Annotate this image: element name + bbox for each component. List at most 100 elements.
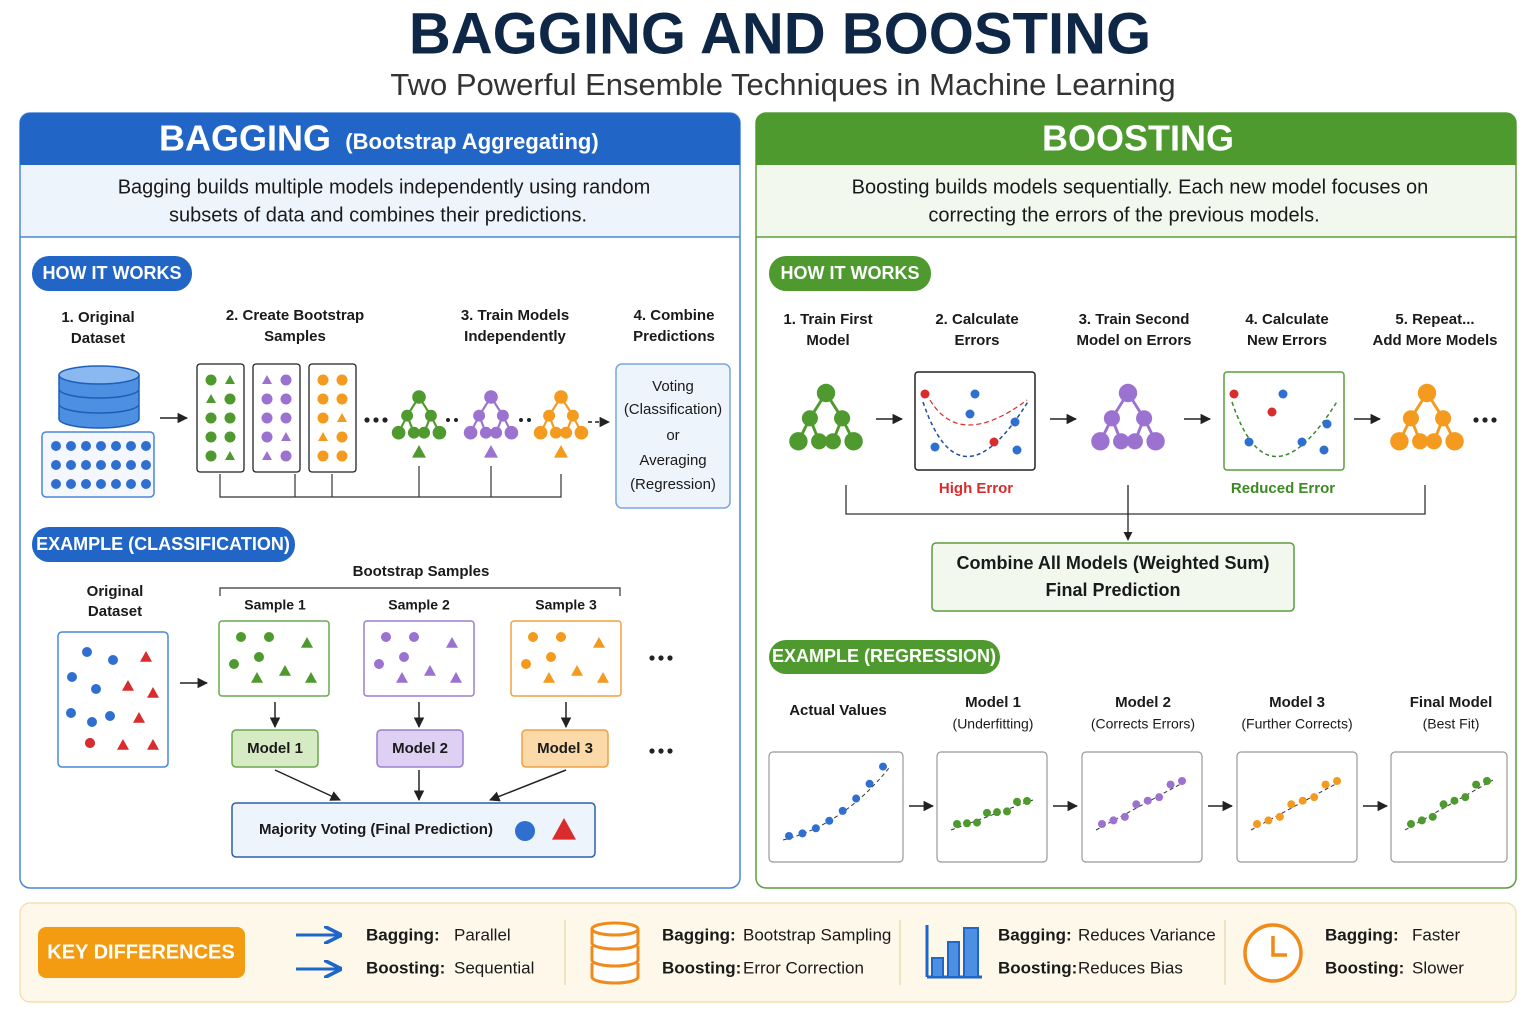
- sample-dot: [261, 431, 273, 443]
- sample-dot: [224, 431, 236, 443]
- sample-dot: [205, 450, 217, 462]
- tree-output: [484, 445, 498, 458]
- difference-key: Boosting:: [1325, 958, 1404, 977]
- error-point: [1244, 437, 1254, 447]
- title: BAGGING AND BOOSTING: [409, 1, 1151, 66]
- sample-dot: [280, 412, 292, 424]
- class-dot: [87, 717, 97, 727]
- sample-dot: [236, 632, 246, 642]
- example-point: [1013, 797, 1021, 806]
- step-label: Samples: [264, 328, 326, 345]
- sample-dot: [546, 652, 556, 662]
- original-label: Dataset: [88, 603, 142, 620]
- class-tri: [147, 739, 159, 750]
- sample-dot: [229, 659, 239, 669]
- step-label: Add More Models: [1372, 332, 1497, 349]
- example-point: [973, 818, 981, 827]
- tree-node: [801, 410, 818, 427]
- bracket: [219, 587, 621, 596]
- tree-node: [1417, 383, 1437, 403]
- step-label: Dataset: [71, 330, 125, 347]
- step-label: 5. Repeat...: [1395, 311, 1474, 328]
- original-label: Original: [87, 583, 144, 600]
- error-point: [970, 389, 980, 399]
- sample-dot: [374, 659, 384, 669]
- final-tri: [552, 818, 576, 840]
- boosting-title: BOOSTING: [1042, 118, 1234, 159]
- example-note: (Underfitting): [953, 716, 1034, 732]
- sample-column: [308, 363, 357, 473]
- sample-tri: [424, 665, 436, 676]
- tree-node: [479, 426, 492, 439]
- class-dot: [66, 708, 76, 718]
- pill-label: EXAMPLE (CLASSIFICATION): [36, 534, 290, 554]
- sample-tri: [597, 672, 609, 683]
- tree-node: [1118, 383, 1138, 403]
- description: correcting the errors of the previous mo…: [928, 204, 1319, 226]
- difference-value: Bootstrap Sampling: [743, 925, 891, 944]
- ellipsis-dot: [649, 655, 655, 661]
- sample-column: [252, 363, 301, 473]
- sample-dot: [521, 659, 531, 669]
- example-point: [1483, 777, 1491, 785]
- tree-node: [407, 426, 420, 439]
- example-point: [1155, 793, 1164, 802]
- arrow: [274, 769, 341, 801]
- step-label: 2. Calculate: [935, 311, 1018, 328]
- sample-mark: [262, 451, 272, 460]
- dataset-dot: [126, 479, 136, 489]
- example-point: [1321, 780, 1330, 789]
- error-point: [1010, 417, 1020, 427]
- example-point: [1298, 796, 1307, 805]
- error-plot: [914, 371, 1036, 471]
- sample-dot: [317, 450, 329, 462]
- sample-dot: [261, 412, 273, 424]
- ellipsis-dot: [446, 418, 450, 422]
- sample-tri: [450, 672, 462, 683]
- example-point: [1264, 816, 1273, 825]
- sample-dot: [409, 632, 419, 642]
- sample-tri: [571, 665, 583, 676]
- dataset-dot: [111, 441, 121, 451]
- difference-key: Boosting:: [998, 958, 1077, 977]
- example-note: (Best Fit): [1423, 716, 1480, 732]
- sample-dot: [280, 393, 292, 405]
- class-tri: [140, 651, 152, 662]
- bagging-header: [20, 113, 740, 165]
- sample-box: [510, 620, 622, 697]
- dataset-dot: [81, 441, 91, 451]
- dataset-dot: [141, 441, 151, 451]
- sample-dot: [280, 450, 292, 462]
- sample-tri: [279, 665, 291, 676]
- sample-dot: [317, 393, 329, 405]
- sample-dot: [556, 632, 566, 642]
- ellipsis-dot: [364, 417, 370, 423]
- combine-text: Voting: [652, 378, 694, 395]
- dataset-dot: [81, 479, 91, 489]
- tree-node: [574, 425, 589, 440]
- bagging-title-note: (Bootstrap Aggregating): [345, 129, 598, 154]
- step-label: Predictions: [633, 328, 715, 345]
- tree-node: [844, 432, 863, 451]
- original-box: [57, 631, 169, 768]
- tree-node: [533, 425, 548, 440]
- example-point: [1098, 820, 1106, 828]
- class-tri: [147, 687, 159, 698]
- step-label: Errors: [954, 332, 999, 349]
- ellipsis-dot: [667, 655, 673, 661]
- ellipsis-dot: [527, 418, 531, 422]
- tree-node: [1412, 433, 1429, 450]
- key-differences-bar: [19, 902, 1517, 1003]
- boosting-header: [756, 113, 1516, 165]
- sample-dot: [254, 652, 264, 662]
- tree-node: [1390, 432, 1409, 451]
- example-point: [1253, 820, 1261, 828]
- model-box: [231, 729, 319, 768]
- sample-tri: [396, 672, 408, 683]
- tree-node: [811, 433, 828, 450]
- error-point: [1267, 407, 1277, 417]
- example-point: [1407, 820, 1415, 828]
- ellipsis-dot: [519, 418, 523, 422]
- example-title: Final Model: [1410, 694, 1493, 711]
- example-plot: [936, 751, 1048, 863]
